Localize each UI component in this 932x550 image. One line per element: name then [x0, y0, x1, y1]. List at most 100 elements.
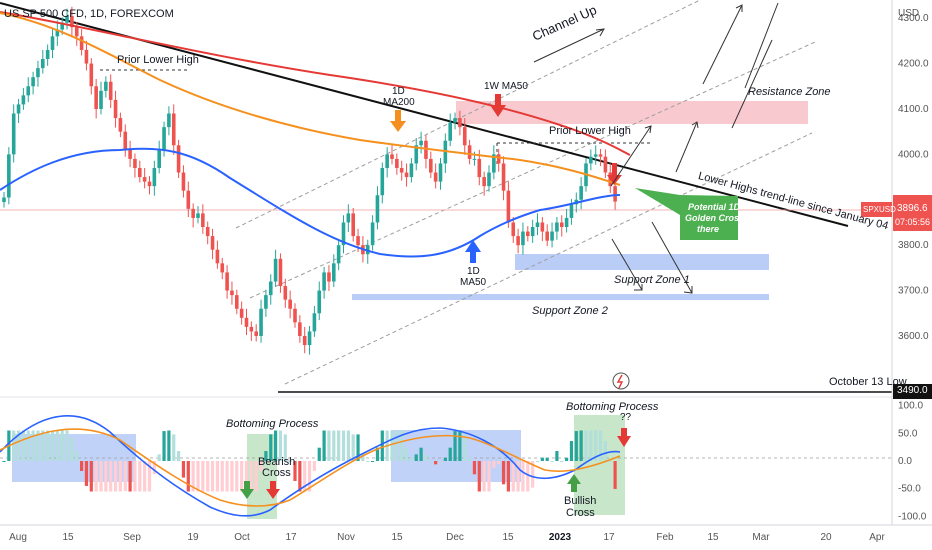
histogram-bar	[70, 437, 74, 461]
candle-body	[104, 81, 108, 91]
channel-mid-line	[249, 41, 816, 299]
histogram-bar	[560, 461, 564, 462]
candle-body	[50, 36, 55, 50]
histogram-bar	[603, 441, 607, 461]
histogram-bar	[191, 461, 195, 492]
histogram-bar	[269, 434, 273, 461]
histogram-bar	[468, 457, 472, 461]
red-down-arrow-osc-right	[617, 428, 631, 447]
time-tick-label: Feb	[656, 532, 674, 543]
orange-down-arrow-1d-ma200	[390, 110, 406, 132]
candle-body	[472, 158, 477, 160]
histogram-bar	[366, 461, 370, 462]
histogram-bar	[133, 461, 137, 492]
candle-body	[317, 290, 322, 314]
histogram-bar	[41, 430, 45, 461]
histogram-bar	[109, 461, 113, 492]
histogram-bar	[46, 430, 50, 461]
candle-body	[404, 172, 409, 178]
histogram-bar	[89, 461, 93, 492]
candle-body	[249, 326, 254, 332]
time-tick-label: Mar	[752, 532, 770, 543]
candle-body	[433, 172, 438, 182]
candle-body	[351, 213, 355, 237]
candle-body	[424, 140, 428, 159]
histogram-bar	[395, 430, 399, 461]
time-tick-label: Sep	[123, 532, 141, 543]
candle-body	[521, 231, 525, 246]
candle-body	[462, 127, 467, 146]
histogram-bar	[16, 430, 21, 461]
candle-body	[395, 158, 399, 168]
candle-body	[482, 177, 486, 187]
candle-body	[138, 167, 142, 178]
candle-body	[215, 249, 220, 264]
candle-body	[341, 222, 346, 246]
histogram-bar	[31, 430, 35, 461]
time-tick-label: Dec	[446, 532, 464, 543]
osc-tick-label: 100.0	[898, 401, 923, 412]
time-tick-label: 17	[603, 532, 615, 543]
histogram-bar	[341, 430, 346, 461]
candle-body	[564, 217, 569, 228]
channel-lower-line	[284, 132, 813, 385]
histogram-bar	[569, 441, 574, 461]
candle-body	[254, 331, 258, 336]
histogram-bar	[104, 461, 108, 492]
histogram-bar	[249, 461, 253, 492]
histogram-bar	[361, 454, 365, 461]
candle-body	[94, 86, 98, 109]
candle-body	[375, 195, 380, 223]
candle-body	[41, 59, 45, 69]
candle-body	[593, 154, 598, 157]
candle-body	[516, 236, 520, 246]
histogram-bar	[94, 461, 98, 492]
histogram-bar	[535, 461, 540, 462]
candle-body	[555, 222, 559, 232]
candle-body	[239, 308, 244, 318]
histogram-bar	[443, 457, 447, 461]
histogram-bar	[312, 461, 316, 471]
time-tick-label: 17	[285, 532, 297, 543]
candle-body	[181, 172, 186, 191]
histogram-bar	[511, 461, 515, 492]
candle-body	[147, 181, 152, 187]
price-tick-label: 4000.0	[898, 149, 929, 160]
histogram-bar	[477, 461, 481, 492]
candle-body	[496, 154, 501, 164]
histogram-bar	[244, 461, 249, 492]
time-tick-label: 15	[707, 532, 719, 543]
candle-body	[579, 186, 583, 200]
candle-body	[89, 63, 94, 87]
candle-body	[65, 15, 69, 23]
histogram-bar	[390, 430, 394, 461]
candle-body	[487, 172, 491, 187]
candle-body	[210, 236, 215, 250]
time-tick-label: 15	[502, 532, 514, 543]
channel-upper-line	[235, 0, 701, 229]
histogram-bar	[177, 451, 181, 461]
candle-body	[429, 158, 433, 173]
histogram-bar	[307, 461, 312, 492]
histogram-bar	[215, 461, 219, 492]
candle-body	[545, 231, 549, 241]
histogram-bar	[167, 430, 171, 461]
candle-body	[511, 222, 516, 237]
osc-tick-label: -50.0	[898, 484, 921, 495]
histogram-bar	[613, 461, 617, 489]
candle-body	[569, 204, 574, 218]
histogram-bar	[371, 461, 375, 462]
candle-body	[492, 154, 496, 173]
histogram-bar	[21, 430, 25, 461]
histogram-bar	[346, 430, 350, 461]
histogram-bar	[278, 430, 283, 461]
candle-body	[273, 258, 278, 282]
time-axis-ticks: Aug 15 Sep 19 Oct 17 Nov 15 Dec 15 2023 17 Feb 15 Mar 2…	[9, 532, 885, 543]
candle-body	[26, 86, 31, 96]
candle-body	[530, 227, 535, 237]
candle-body	[506, 190, 511, 223]
candle-body	[36, 68, 40, 78]
histogram-bar	[172, 434, 176, 461]
histogram-bar	[147, 461, 152, 492]
histogram-bar	[375, 447, 380, 461]
